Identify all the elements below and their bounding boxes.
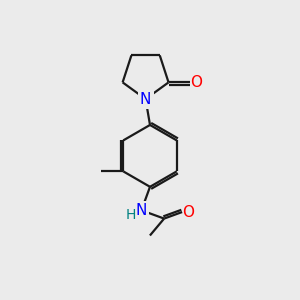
Text: O: O (183, 205, 195, 220)
Text: N: N (140, 92, 151, 106)
Text: O: O (190, 75, 202, 90)
Text: H: H (126, 208, 136, 222)
Text: N: N (136, 203, 147, 218)
